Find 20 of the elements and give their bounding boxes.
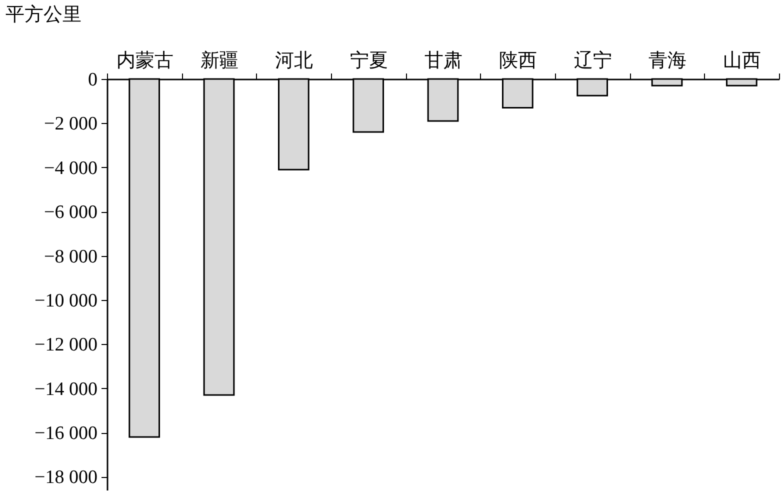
- y-tick-label: −10 000: [34, 290, 98, 312]
- x-tick-label: 新疆: [200, 50, 238, 72]
- y-tick-label: −6 000: [44, 202, 98, 224]
- x-tick-label: 河北: [275, 50, 314, 72]
- y-tick-label: −2 000: [44, 114, 98, 135]
- x-tick-label: 内蒙古: [116, 50, 174, 72]
- x-tick-label: 宁夏: [350, 50, 388, 72]
- x-tick-label: 山西: [723, 50, 762, 72]
- x-tick-label: 青海: [648, 50, 686, 72]
- x-tick-label: 甘肃: [424, 50, 462, 72]
- x-tick-label: 陕西: [499, 50, 538, 72]
- y-tick-label: −18 000: [34, 467, 98, 488]
- y-tick-label: −14 000: [34, 378, 98, 400]
- x-tick-label: 辽宁: [574, 50, 612, 72]
- y-axis-title: 平方公里: [6, 4, 82, 26]
- y-tick-label: −16 000: [34, 423, 98, 444]
- y-tick-label: −12 000: [34, 334, 98, 356]
- y-tick-label: 0: [88, 70, 98, 90]
- y-tick-label: −4 000: [44, 158, 98, 179]
- y-tick-label: −8 000: [44, 246, 98, 268]
